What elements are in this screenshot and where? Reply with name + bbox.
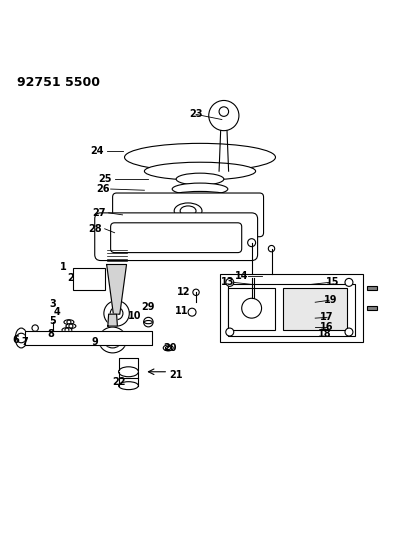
Ellipse shape [166,346,171,350]
Circle shape [16,333,26,343]
Circle shape [268,246,275,252]
Bar [220,274,363,342]
Ellipse shape [158,207,242,219]
Text: 15: 15 [326,277,340,287]
Text: 9: 9 [91,337,98,347]
Text: 7: 7 [22,337,28,347]
Text: 6: 6 [12,335,19,345]
Text: 8: 8 [48,329,54,339]
Circle shape [67,320,71,324]
Circle shape [242,298,262,318]
Circle shape [65,328,69,332]
Circle shape [209,100,239,131]
Text: 3: 3 [50,299,56,309]
Ellipse shape [118,382,138,390]
Ellipse shape [152,211,248,227]
Ellipse shape [180,206,196,216]
Ellipse shape [144,162,256,180]
Text: 2: 2 [68,272,74,282]
Text: 92751 5500: 92751 5500 [17,76,100,89]
Circle shape [226,278,234,286]
Text: 17: 17 [320,312,334,322]
Text: 10: 10 [128,311,141,321]
Text: 23: 23 [189,109,203,118]
Text: 1: 1 [60,262,66,271]
Ellipse shape [99,327,126,353]
Circle shape [104,301,129,326]
Text: 19: 19 [324,295,338,305]
Bar [228,288,276,330]
Circle shape [193,289,199,295]
Bar [367,286,377,290]
Ellipse shape [118,367,138,377]
Text: 18: 18 [318,329,332,339]
Circle shape [110,307,123,320]
Ellipse shape [144,320,152,324]
Ellipse shape [104,332,122,348]
Bar [367,306,377,310]
Ellipse shape [66,324,76,328]
Ellipse shape [124,143,276,171]
Ellipse shape [163,345,173,351]
Circle shape [144,317,153,327]
FancyBboxPatch shape [95,213,258,261]
Text: 27: 27 [92,208,106,218]
Ellipse shape [15,328,27,348]
Text: 13: 13 [221,277,234,287]
Polygon shape [25,331,152,345]
Text: 29: 29 [142,302,155,312]
Ellipse shape [168,191,232,203]
Ellipse shape [62,328,72,333]
Text: 16: 16 [320,322,334,332]
FancyBboxPatch shape [111,223,242,253]
Bar [284,288,347,330]
Text: 26: 26 [96,184,110,194]
Circle shape [226,328,234,336]
Text: 4: 4 [54,307,60,317]
Text: 21: 21 [170,369,183,379]
Circle shape [345,328,353,336]
Text: 25: 25 [98,174,112,184]
Ellipse shape [172,183,228,195]
Text: 14: 14 [235,271,248,281]
Text: 11: 11 [175,306,189,316]
Ellipse shape [64,320,74,325]
Text: 24: 24 [90,146,104,156]
Circle shape [248,239,256,247]
Circle shape [219,107,229,116]
Circle shape [345,278,353,286]
Circle shape [188,308,196,316]
FancyBboxPatch shape [113,193,264,237]
Ellipse shape [176,173,224,185]
Text: 22: 22 [112,377,125,387]
Text: 5: 5 [50,316,56,326]
Ellipse shape [174,203,202,219]
Polygon shape [107,264,126,314]
Circle shape [32,325,38,331]
Bar [73,269,105,290]
Ellipse shape [163,199,237,211]
Polygon shape [108,314,117,326]
Bar [228,285,355,336]
Text: 12: 12 [177,287,191,297]
Text: 28: 28 [88,224,102,234]
Text: 20: 20 [164,343,177,353]
Circle shape [69,324,73,328]
